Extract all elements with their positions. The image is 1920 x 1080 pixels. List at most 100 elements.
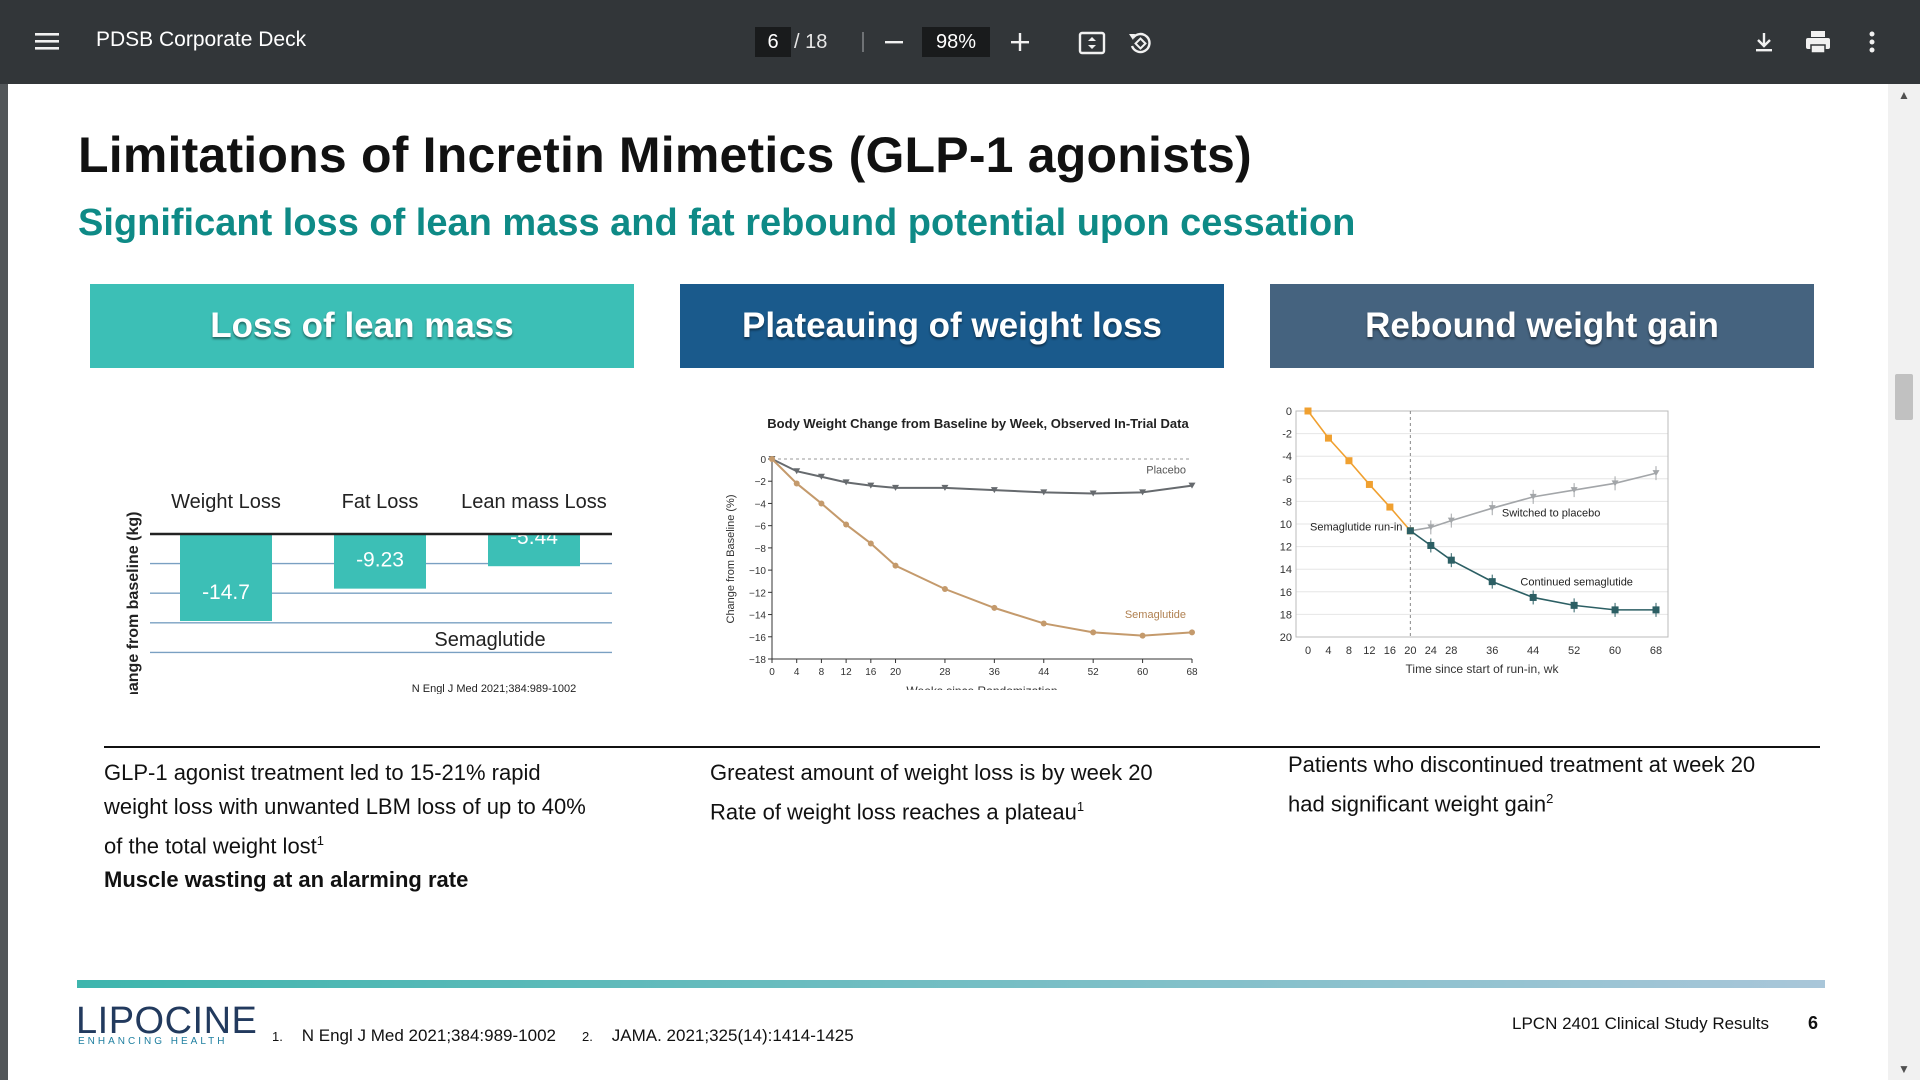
x-tick-label: 4 <box>794 667 800 678</box>
footnote-ref: 1 <box>316 833 325 848</box>
pdf-page: Limitations of Incretin Mimetics (GLP-1 … <box>8 84 1888 1080</box>
y-tick-label: -4 <box>1282 451 1292 463</box>
data-point <box>1365 480 1373 488</box>
data-point <box>1652 606 1660 614</box>
data-point <box>1188 482 1196 489</box>
data-point <box>1324 434 1332 442</box>
bar-value-label: -9.23 <box>356 549 404 572</box>
data-point <box>1488 578 1496 586</box>
text-plateau-line1: Greatest amount of weight loss is by wee… <box>710 760 1153 785</box>
page-number-input[interactable]: 6 <box>755 27 791 57</box>
page-total: / 18 <box>794 31 828 53</box>
y-tick-label: −10 <box>749 566 766 577</box>
slide-title: Limitations of Incretin Mimetics (GLP-1 … <box>78 127 1252 183</box>
x-tick-label: 52 <box>1568 645 1580 657</box>
vertical-scrollbar[interactable]: ▲ ▼ <box>1888 84 1920 1080</box>
y-tick-label: −2 <box>755 477 767 488</box>
zoom-input[interactable]: 98% <box>922 27 990 57</box>
data-point <box>1304 407 1312 415</box>
x-tick-label: 36 <box>989 667 1001 678</box>
data-point <box>1447 556 1455 564</box>
zoom-in-icon[interactable] <box>1008 32 1032 52</box>
y-tick-label: -16 <box>1280 587 1292 599</box>
y-tick-label: −12 <box>749 588 766 599</box>
scrollbar-thumb[interactable] <box>1895 374 1913 420</box>
slide-subtitle: Significant loss of lean mass and fat re… <box>78 202 1356 244</box>
x-tick-label: 24 <box>1425 645 1437 657</box>
box-rebound-weight-gain: Rebound weight gain <box>1270 284 1814 368</box>
x-tick-label: 36 <box>1486 645 1498 657</box>
data-point <box>990 487 998 494</box>
data-point <box>867 540 874 547</box>
y-tick-label: -20 <box>1280 632 1292 644</box>
text-rebound: Patients who discontinued treatment at w… <box>1288 748 1828 821</box>
data-point <box>1427 524 1435 531</box>
footnote-ref: 1 <box>1076 799 1085 814</box>
lean-mass-bar-chart: -14.7 Weight Loss -9.23 Fat Loss -5.44 Lean m… <box>125 491 612 694</box>
x-tick-label: 12 <box>1363 645 1375 657</box>
print-icon[interactable] <box>1804 29 1832 55</box>
chart-title: Body Weight Change from Baseline by Week… <box>767 416 1189 431</box>
category-label: Fat Loss <box>342 491 419 513</box>
x-tick-label: 44 <box>1527 645 1539 657</box>
annotation-continued: Continued semaglutide <box>1520 577 1633 589</box>
data-point <box>892 562 899 569</box>
footer-gradient-bar <box>77 980 1825 988</box>
series-label-placebo: Placebo <box>1146 464 1186 476</box>
y-tick-label: 0 <box>1286 406 1292 418</box>
x-tick-label: 60 <box>1609 645 1621 657</box>
data-point <box>842 479 850 486</box>
series-line-0 <box>1307 410 1411 532</box>
data-point <box>818 500 825 507</box>
x-axis-label: Weeks since Randomization <box>906 684 1057 690</box>
series-line-1 <box>771 458 1193 637</box>
x-tick-label: 28 <box>939 667 951 678</box>
y-tick-label: −14 <box>749 611 766 622</box>
data-point <box>1529 493 1537 500</box>
download-icon[interactable] <box>1752 30 1776 54</box>
rotate-icon[interactable] <box>1126 29 1154 57</box>
box-loss-of-lean-mass: Loss of lean mass <box>90 284 634 368</box>
data-point <box>1611 480 1619 487</box>
text-plateau-line2: Rate of weight loss reaches a plateau <box>710 799 1077 825</box>
more-icon[interactable] <box>1862 30 1882 54</box>
menu-icon[interactable] <box>34 30 60 52</box>
x-tick-label: 68 <box>1186 667 1198 678</box>
y-tick-label: -10 <box>1280 519 1292 531</box>
series-line-1 <box>1410 472 1657 532</box>
data-point <box>892 484 900 491</box>
series-label-semaglutide: Semaglutide <box>1125 609 1186 621</box>
x-tick-label: 8 <box>819 667 825 678</box>
scroll-down-arrow-icon[interactable]: ▼ <box>1898 1062 1910 1076</box>
category-label: Lean mass Loss <box>461 491 607 513</box>
scroll-up-arrow-icon[interactable]: ▲ <box>1898 88 1910 102</box>
y-tick-label: −18 <box>749 655 766 666</box>
fit-page-icon[interactable] <box>1078 30 1106 56</box>
bar-0 <box>180 534 272 622</box>
data-point <box>793 468 801 475</box>
text-lean-mass-bold: Muscle wasting at an alarming rate <box>104 867 469 893</box>
y-tick-label: 0 <box>760 455 766 466</box>
y-tick-label: −4 <box>755 499 767 510</box>
data-point <box>1529 593 1537 601</box>
x-tick-label: 68 <box>1650 645 1662 657</box>
data-point <box>1345 457 1353 465</box>
x-tick-label: 60 <box>1137 667 1149 678</box>
data-point <box>1488 505 1496 512</box>
company-logo: LIPOCINE <box>76 1000 258 1042</box>
x-tick-label: 4 <box>1325 645 1331 657</box>
data-point <box>1406 527 1414 535</box>
zoom-out-icon[interactable] <box>882 32 906 52</box>
data-point <box>1611 606 1619 614</box>
data-point <box>1189 629 1195 636</box>
bar-value-label: -14.7 <box>202 581 250 604</box>
footnote-1-number: 1. <box>272 1029 283 1044</box>
data-point <box>941 484 949 491</box>
x-tick-label: 12 <box>841 667 853 678</box>
data-point <box>1139 489 1147 496</box>
data-point <box>1570 487 1578 494</box>
footnote-1: 1. N Engl J Med 2021;384:989-1002 <box>272 1026 556 1046</box>
x-tick-label: 28 <box>1445 645 1457 657</box>
data-point <box>867 482 875 489</box>
box-plateauing-weight-loss: Plateauing of weight loss <box>680 284 1224 368</box>
